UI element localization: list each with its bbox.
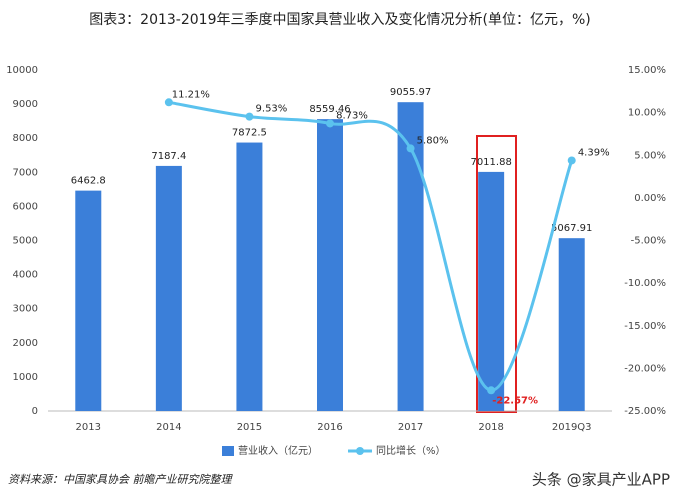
x-tick-label: 2015 — [237, 422, 262, 433]
y2-tick-label: -15.00% — [624, 321, 666, 332]
line-point — [406, 144, 415, 153]
y-tick-label: 0 — [32, 406, 38, 417]
y2-tick-label: 10.00% — [628, 108, 666, 119]
y-tick-label: 5000 — [13, 236, 38, 247]
data-label: -22.57% — [492, 395, 538, 406]
bar — [558, 238, 585, 411]
x-tick-label: 2014 — [156, 422, 181, 433]
legend-label: 营业收入（亿元） — [238, 444, 318, 457]
y-tick-label: 9000 — [13, 99, 38, 110]
legend-swatch — [222, 446, 234, 456]
x-tick-label: 2016 — [317, 422, 342, 433]
bar — [397, 102, 424, 412]
data-label: 7872.5 — [232, 128, 267, 139]
bar — [236, 142, 263, 412]
legend-label: 同比增长（%） — [376, 444, 446, 457]
line-point — [164, 98, 173, 107]
watermark: 头条 @家具产业APP — [532, 471, 670, 489]
line-point — [567, 156, 576, 165]
legend-swatch — [356, 447, 364, 455]
bar — [155, 165, 182, 411]
source: 资料来源：中国家具协会 前瞻产业研究院整理 — [8, 473, 233, 486]
highlight-box — [476, 135, 517, 413]
data-label: 11.21% — [172, 89, 210, 100]
bar — [75, 190, 102, 411]
x-tick-label: 2013 — [76, 422, 101, 433]
bar — [478, 171, 505, 411]
data-label: 9.53% — [256, 104, 288, 115]
data-label: 5067.91 — [551, 223, 592, 234]
data-label: 5.80% — [417, 135, 449, 146]
y-tick-label: 7000 — [13, 167, 38, 178]
line-point — [245, 112, 254, 121]
y2-tick-label: -25.00% — [624, 406, 666, 417]
data-label: 7187.4 — [151, 151, 186, 162]
y-tick-label: 4000 — [13, 270, 38, 281]
data-label: 8.73% — [336, 110, 368, 121]
y-tick-label: 3000 — [13, 304, 38, 315]
line-point — [326, 119, 334, 128]
y-tick-label: 1000 — [13, 372, 38, 383]
x-tick-label: 2019Q3 — [552, 422, 592, 433]
y2-tick-label: 5.00% — [634, 150, 666, 161]
data-label: 8559.46 — [309, 104, 350, 115]
bar — [317, 119, 343, 412]
line-point — [487, 386, 496, 395]
y-tick-label: 10000 — [6, 65, 38, 76]
y2-tick-label: -5.00% — [631, 236, 666, 247]
data-label: 7011.88 — [470, 157, 511, 168]
x-tick-label: 2017 — [398, 422, 423, 433]
data-label: 9055.97 — [390, 87, 431, 98]
y2-tick-label: -10.00% — [624, 278, 666, 289]
x-tick-label: 2018 — [478, 422, 503, 433]
chart-title: 图表3：2013-2019年三季度中国家具营业收入及变化情况分析(单位：亿元，%… — [89, 11, 590, 28]
y2-tick-label: -20.00% — [624, 363, 666, 374]
y2-tick-label: 0.00% — [634, 193, 666, 204]
y-tick-label: 6000 — [13, 201, 38, 212]
y-tick-label: 2000 — [13, 338, 38, 349]
line — [168, 100, 574, 392]
y-tick-label: 8000 — [13, 133, 38, 144]
data-label: 6462.8 — [71, 176, 106, 187]
y2-tick-label: 15.00% — [628, 65, 666, 76]
data-label: 4.39% — [578, 147, 610, 158]
